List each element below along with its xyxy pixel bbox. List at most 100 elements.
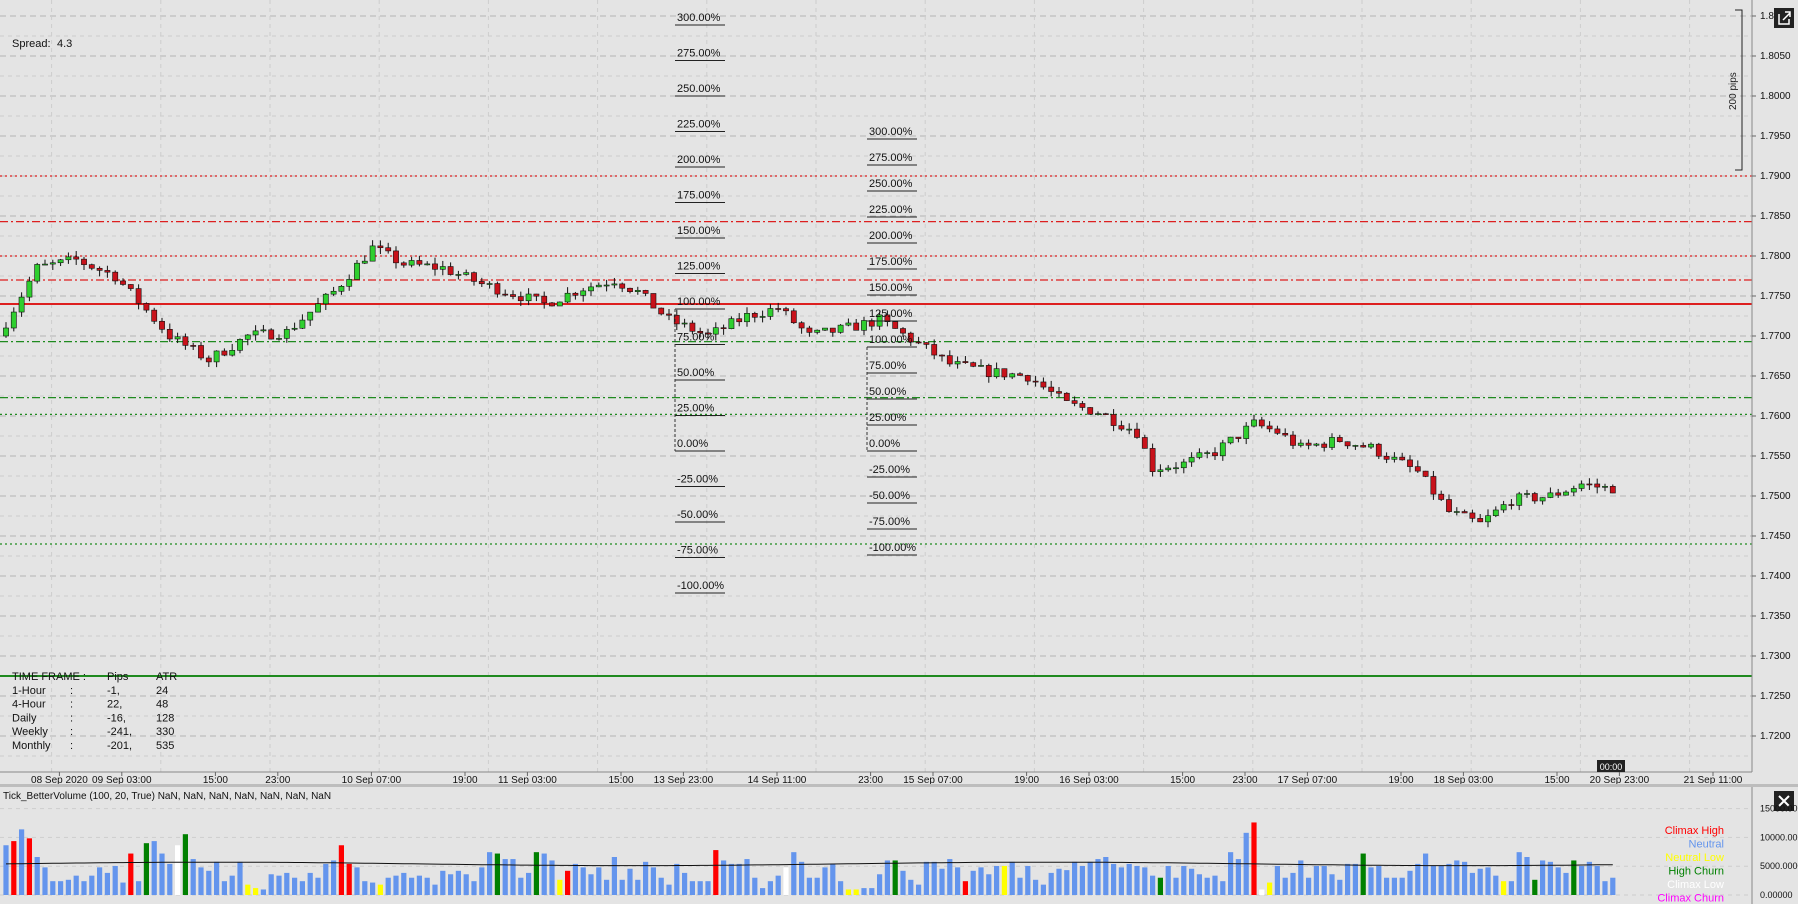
fib-extension-ladder-2[interactable]: 300.00% 275.00% 250.00% 225.00% 200.00% 175.0…: [866, 126, 917, 556]
candle-body: [510, 294, 516, 297]
volume-bar: [104, 872, 110, 895]
table-header-pips: Pips: [107, 671, 129, 683]
volume-bar: [128, 853, 134, 895]
candle-body: [315, 303, 321, 313]
volume-bar: [1087, 861, 1093, 895]
candle-body: [42, 263, 48, 266]
volume-bar: [775, 875, 781, 895]
fib-extension-ladder-1[interactable]: 300.00% 275.00% 250.00% 225.00% 200.00% 175.0…: [674, 12, 725, 594]
price-tick-label: 1.7250: [1760, 691, 1791, 702]
volume-bar: [838, 881, 844, 895]
candle-body: [104, 270, 111, 273]
price-tick-label: 1.7650: [1760, 371, 1791, 382]
candle-body: [1219, 442, 1226, 457]
time-tick-label: 13 Sep 23:00: [654, 775, 714, 786]
candle-body: [400, 262, 407, 266]
candle-body: [120, 280, 126, 285]
candle-body: [26, 280, 33, 298]
fib-level-label: -100.00%: [677, 580, 724, 592]
volume-bar: [393, 875, 399, 895]
time-tick-label: 08 Sep 2020: [31, 775, 88, 786]
volume-bar: [73, 875, 79, 895]
candle-body: [751, 313, 758, 318]
volume-bar: [34, 857, 40, 895]
candle-body: [346, 279, 353, 287]
candle-body: [642, 290, 649, 294]
fib-level-label: 225.00%: [677, 119, 721, 131]
expand-chart-button[interactable]: [1774, 8, 1794, 28]
candle-body: [822, 327, 828, 331]
candle-body: [1477, 518, 1484, 523]
table-cell: -241,: [107, 726, 132, 738]
candle-body: [135, 288, 142, 304]
volume-bar: [565, 870, 571, 895]
price-tick-label: 1.7350: [1760, 611, 1791, 622]
volume-bar: [845, 889, 851, 895]
candle-body: [1235, 436, 1242, 439]
time-tick-label: 20 Sep 23:00: [1590, 775, 1650, 786]
fib-level-label: 275.00%: [869, 152, 913, 164]
volume-bar: [1493, 875, 1499, 895]
time-tick-label: 15:00: [608, 775, 633, 786]
candle-body: [1126, 428, 1133, 431]
volume-bar: [1423, 853, 1429, 895]
volume-bar: [682, 872, 688, 895]
volume-bar: [42, 867, 48, 895]
candle-body: [1180, 461, 1187, 469]
volume-bar: [1532, 879, 1538, 895]
volume-bar: [1399, 877, 1405, 895]
volume-bar: [908, 879, 914, 895]
candle-body: [1024, 375, 1031, 382]
candle-body: [1079, 403, 1086, 408]
candle-body: [1165, 467, 1172, 471]
volume-bar: [1313, 865, 1319, 895]
volume-bar: [26, 838, 32, 895]
price-tick-label: 1.7850: [1760, 211, 1791, 222]
candle-body: [744, 313, 750, 323]
candle-body: [112, 271, 119, 282]
price-tick-label: 1.8000: [1760, 91, 1791, 102]
close-icon: [1778, 795, 1790, 807]
volume-bar: [1103, 857, 1109, 895]
price-axis[interactable]: 1.81001.80501.80001.79501.79001.78501.78…: [1752, 11, 1791, 742]
time-tick-label: 19:00: [1014, 775, 1039, 786]
volume-bar: [1571, 860, 1577, 895]
fib-level-label: 250.00%: [869, 178, 913, 190]
volume-bar: [611, 857, 617, 895]
volume-bar: [362, 881, 368, 895]
candle-body: [276, 338, 282, 340]
panel-separator[interactable]: [0, 784, 1798, 787]
candle-body: [728, 318, 735, 329]
table-cell: :: [70, 699, 73, 711]
volume-axis-label: 0.00000: [1760, 890, 1793, 900]
candle-body: [954, 361, 961, 365]
price-tick-label: 1.7700: [1760, 331, 1791, 342]
volume-axis: 15000.00 10000.00 5000.0000 0.00000: [1760, 804, 1798, 900]
time-tick-label: 16 Sep 03:00: [1059, 775, 1119, 786]
volume-bar: [354, 867, 360, 895]
volume-bar: [190, 859, 196, 895]
candle-body: [939, 354, 945, 357]
volume-bar: [377, 884, 383, 895]
support-resistance-lines[interactable]: [0, 175, 1752, 677]
table-cell: :: [70, 726, 73, 738]
volume-bar: [1337, 879, 1343, 895]
candle-body: [689, 322, 696, 332]
volume-bar: [409, 877, 415, 895]
candle-body: [556, 301, 563, 307]
volume-bar: [229, 875, 235, 895]
candle-body: [712, 327, 719, 335]
gridlines: [0, 0, 1752, 772]
candle-body: [1017, 373, 1023, 376]
candle-body: [915, 341, 922, 344]
candle-body: [432, 263, 438, 270]
candle-body: [34, 264, 41, 282]
volume-bar: [767, 881, 773, 895]
candle-body: [634, 290, 641, 292]
volume-bar: [1095, 859, 1101, 895]
time-axis[interactable]: 08 Sep 2020 09 Sep 03:00 15:00 23:00 10 Sep …: [31, 772, 1743, 786]
table-cell: -201,: [107, 740, 132, 752]
close-indicator-button[interactable]: [1774, 791, 1794, 811]
volume-bar: [713, 850, 719, 895]
